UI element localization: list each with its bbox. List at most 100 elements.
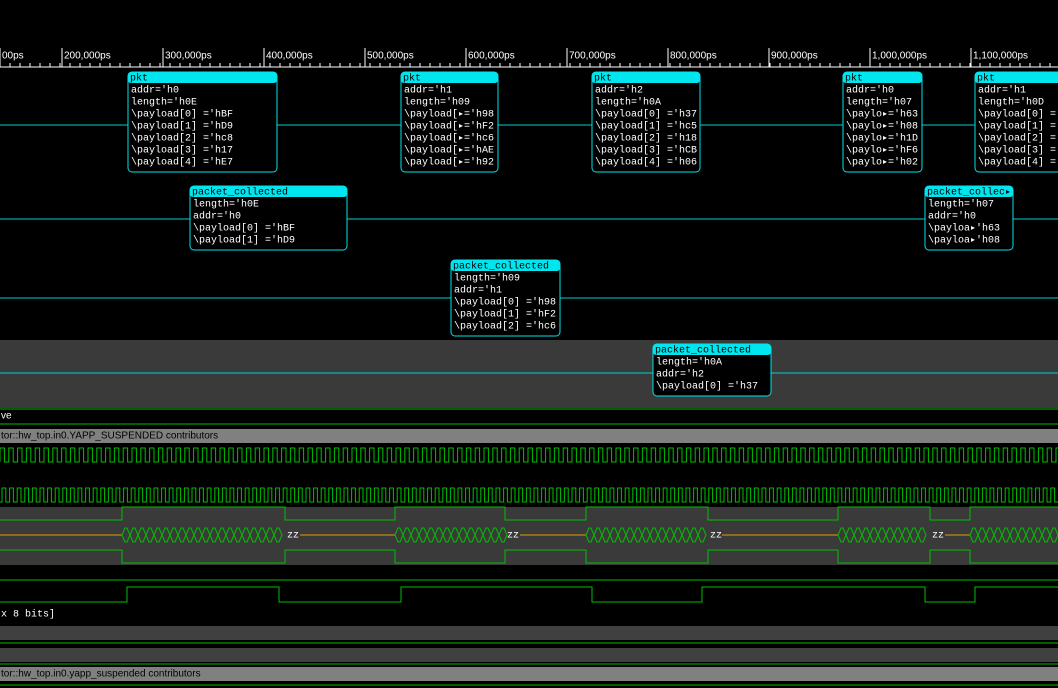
transaction-field: \payload[1] ='hc5	[595, 121, 697, 133]
transaction-field: \payload[2] ='hc6	[454, 321, 556, 333]
transaction-field: \payload[3] =	[978, 145, 1056, 157]
group-bar	[0, 429, 1058, 443]
bus-value	[969, 527, 1058, 543]
tick-label: 800,000ps	[670, 51, 717, 62]
transaction-title: pkt	[130, 73, 148, 85]
row-bg	[0, 507, 1058, 565]
group-bar	[0, 667, 1058, 681]
transaction-field: length='h0E	[131, 97, 197, 109]
signals	[0, 408, 1058, 686]
transaction-header	[401, 72, 498, 83]
transaction-title: packet_collected	[453, 261, 549, 273]
transaction-header	[592, 72, 700, 83]
transaction-field: \payload[0] ='hBF	[131, 109, 233, 121]
transaction-field: \payload[0] =	[978, 109, 1056, 121]
tick-label: 200,000ps	[64, 51, 111, 62]
transaction-title: pkt	[403, 73, 421, 85]
transaction-header	[451, 260, 560, 271]
transaction-title: packet_collected	[192, 187, 288, 199]
transaction-field: \payload[▸='h98	[404, 109, 494, 121]
bus-value	[394, 527, 508, 543]
transaction-header	[653, 344, 771, 355]
transaction-header	[843, 72, 922, 83]
transaction-field: \paylo▸='h63	[846, 109, 918, 121]
bus-label: zz	[932, 531, 944, 542]
clock	[0, 447, 1058, 463]
transaction-header	[925, 186, 1013, 197]
transaction-field: \payload[0] ='h37	[595, 109, 697, 121]
transaction-field: addr='h0	[193, 211, 241, 223]
transaction-header	[128, 72, 277, 83]
transaction-field: \payload[1] ='hD9	[193, 235, 295, 247]
transaction-field: \payload[2] ='h18	[595, 133, 697, 145]
tick-label: 300,000ps	[165, 51, 212, 62]
transaction-field: \payload[▸='h92	[404, 157, 494, 169]
transaction-field: \payload[4] =	[978, 157, 1056, 169]
transaction: packet_collectedlength='h0Aaddr='h2\payl…	[652, 343, 772, 397]
tick-label: 400,000ps	[266, 51, 313, 62]
transaction-field: length='h09	[454, 273, 520, 285]
transaction-field: \paylo▸='hF6	[846, 145, 918, 157]
transaction-title: pkt	[594, 73, 612, 85]
row-label: ve	[1, 411, 12, 422]
transaction-field: \payloa▸'h08	[928, 235, 1000, 247]
tick-label: 500,000ps	[367, 51, 414, 62]
transaction-field: \payload[▸='hAE	[404, 145, 494, 157]
transaction-title: packet_collec▸	[927, 187, 1011, 199]
transaction: pktaddr='h0length='h07\paylo▸='h63\paylo…	[842, 71, 923, 173]
transaction-field: length='h09	[404, 97, 470, 109]
tick-label: 600,000ps	[468, 51, 515, 62]
bus-label: zz	[507, 531, 519, 542]
transaction-field: addr='h2	[595, 85, 643, 97]
transaction-field: \payloa▸'h63	[928, 223, 1000, 235]
clock	[0, 487, 1058, 503]
transaction-field: \payload[1] =	[978, 121, 1056, 133]
bus-value	[121, 527, 283, 543]
transaction-field: addr='h1	[454, 285, 502, 297]
tick-label: 700,000ps	[569, 51, 616, 62]
transaction-field: length='h0A	[656, 357, 722, 369]
transaction-field: length='h07	[928, 199, 994, 211]
bus-value	[837, 527, 927, 543]
transaction-field: addr='h1	[978, 85, 1026, 97]
transaction-field: \payload[3] ='hCB	[595, 145, 697, 157]
group-label: tor::hw_top.in0.YAPP_SUSPENDED contribut…	[1, 431, 218, 442]
row-bg	[0, 626, 1058, 640]
transaction-header	[190, 186, 347, 197]
transaction-field: \paylo▸='h02	[846, 157, 918, 169]
row-bg	[0, 340, 1058, 408]
transaction-field: length='h0A	[595, 97, 661, 109]
transaction-title: pkt	[977, 73, 995, 85]
group-label: tor::hw_top.in0.yapp_suspended contribut…	[1, 669, 201, 680]
tick-label: 1,000,000ps	[872, 51, 927, 62]
transaction-field: \paylo▸='h08	[846, 121, 918, 133]
transaction-field: addr='h0	[928, 211, 976, 223]
transaction-field: \payload[4] ='hE7	[131, 157, 233, 169]
bus-label: zz	[287, 531, 299, 542]
transaction-field: \payload[▸='hc6	[404, 133, 494, 145]
transaction-header	[975, 72, 1058, 83]
transaction-field: \paylo▸='h1D	[846, 133, 918, 145]
transaction-field: addr='h0	[131, 85, 179, 97]
transaction-field: \payload[0] ='h37	[656, 381, 758, 393]
transaction: packet_collec▸length='h07addr='h0\payloa…	[924, 185, 1014, 251]
tick-label: 900,000ps	[771, 51, 818, 62]
row-label: x 8 bits]	[1, 609, 55, 621]
bus-value	[585, 527, 707, 543]
tick-label: 00ps	[2, 51, 24, 62]
bus-label: zz	[710, 531, 722, 542]
transaction-field: addr='h0	[846, 85, 894, 97]
transaction-field: \payload[2] ='hc8	[131, 133, 233, 145]
transaction-field: \payload[1] ='hF2	[454, 309, 556, 321]
transaction-field: \payload[4] ='h06	[595, 157, 697, 169]
transaction-field: length='h07	[846, 97, 912, 109]
transaction-field: \payload[3] ='h17	[131, 145, 233, 157]
transaction-field: \payload[1] ='hD9	[131, 121, 233, 133]
transaction-field: length='h0E	[193, 199, 259, 211]
